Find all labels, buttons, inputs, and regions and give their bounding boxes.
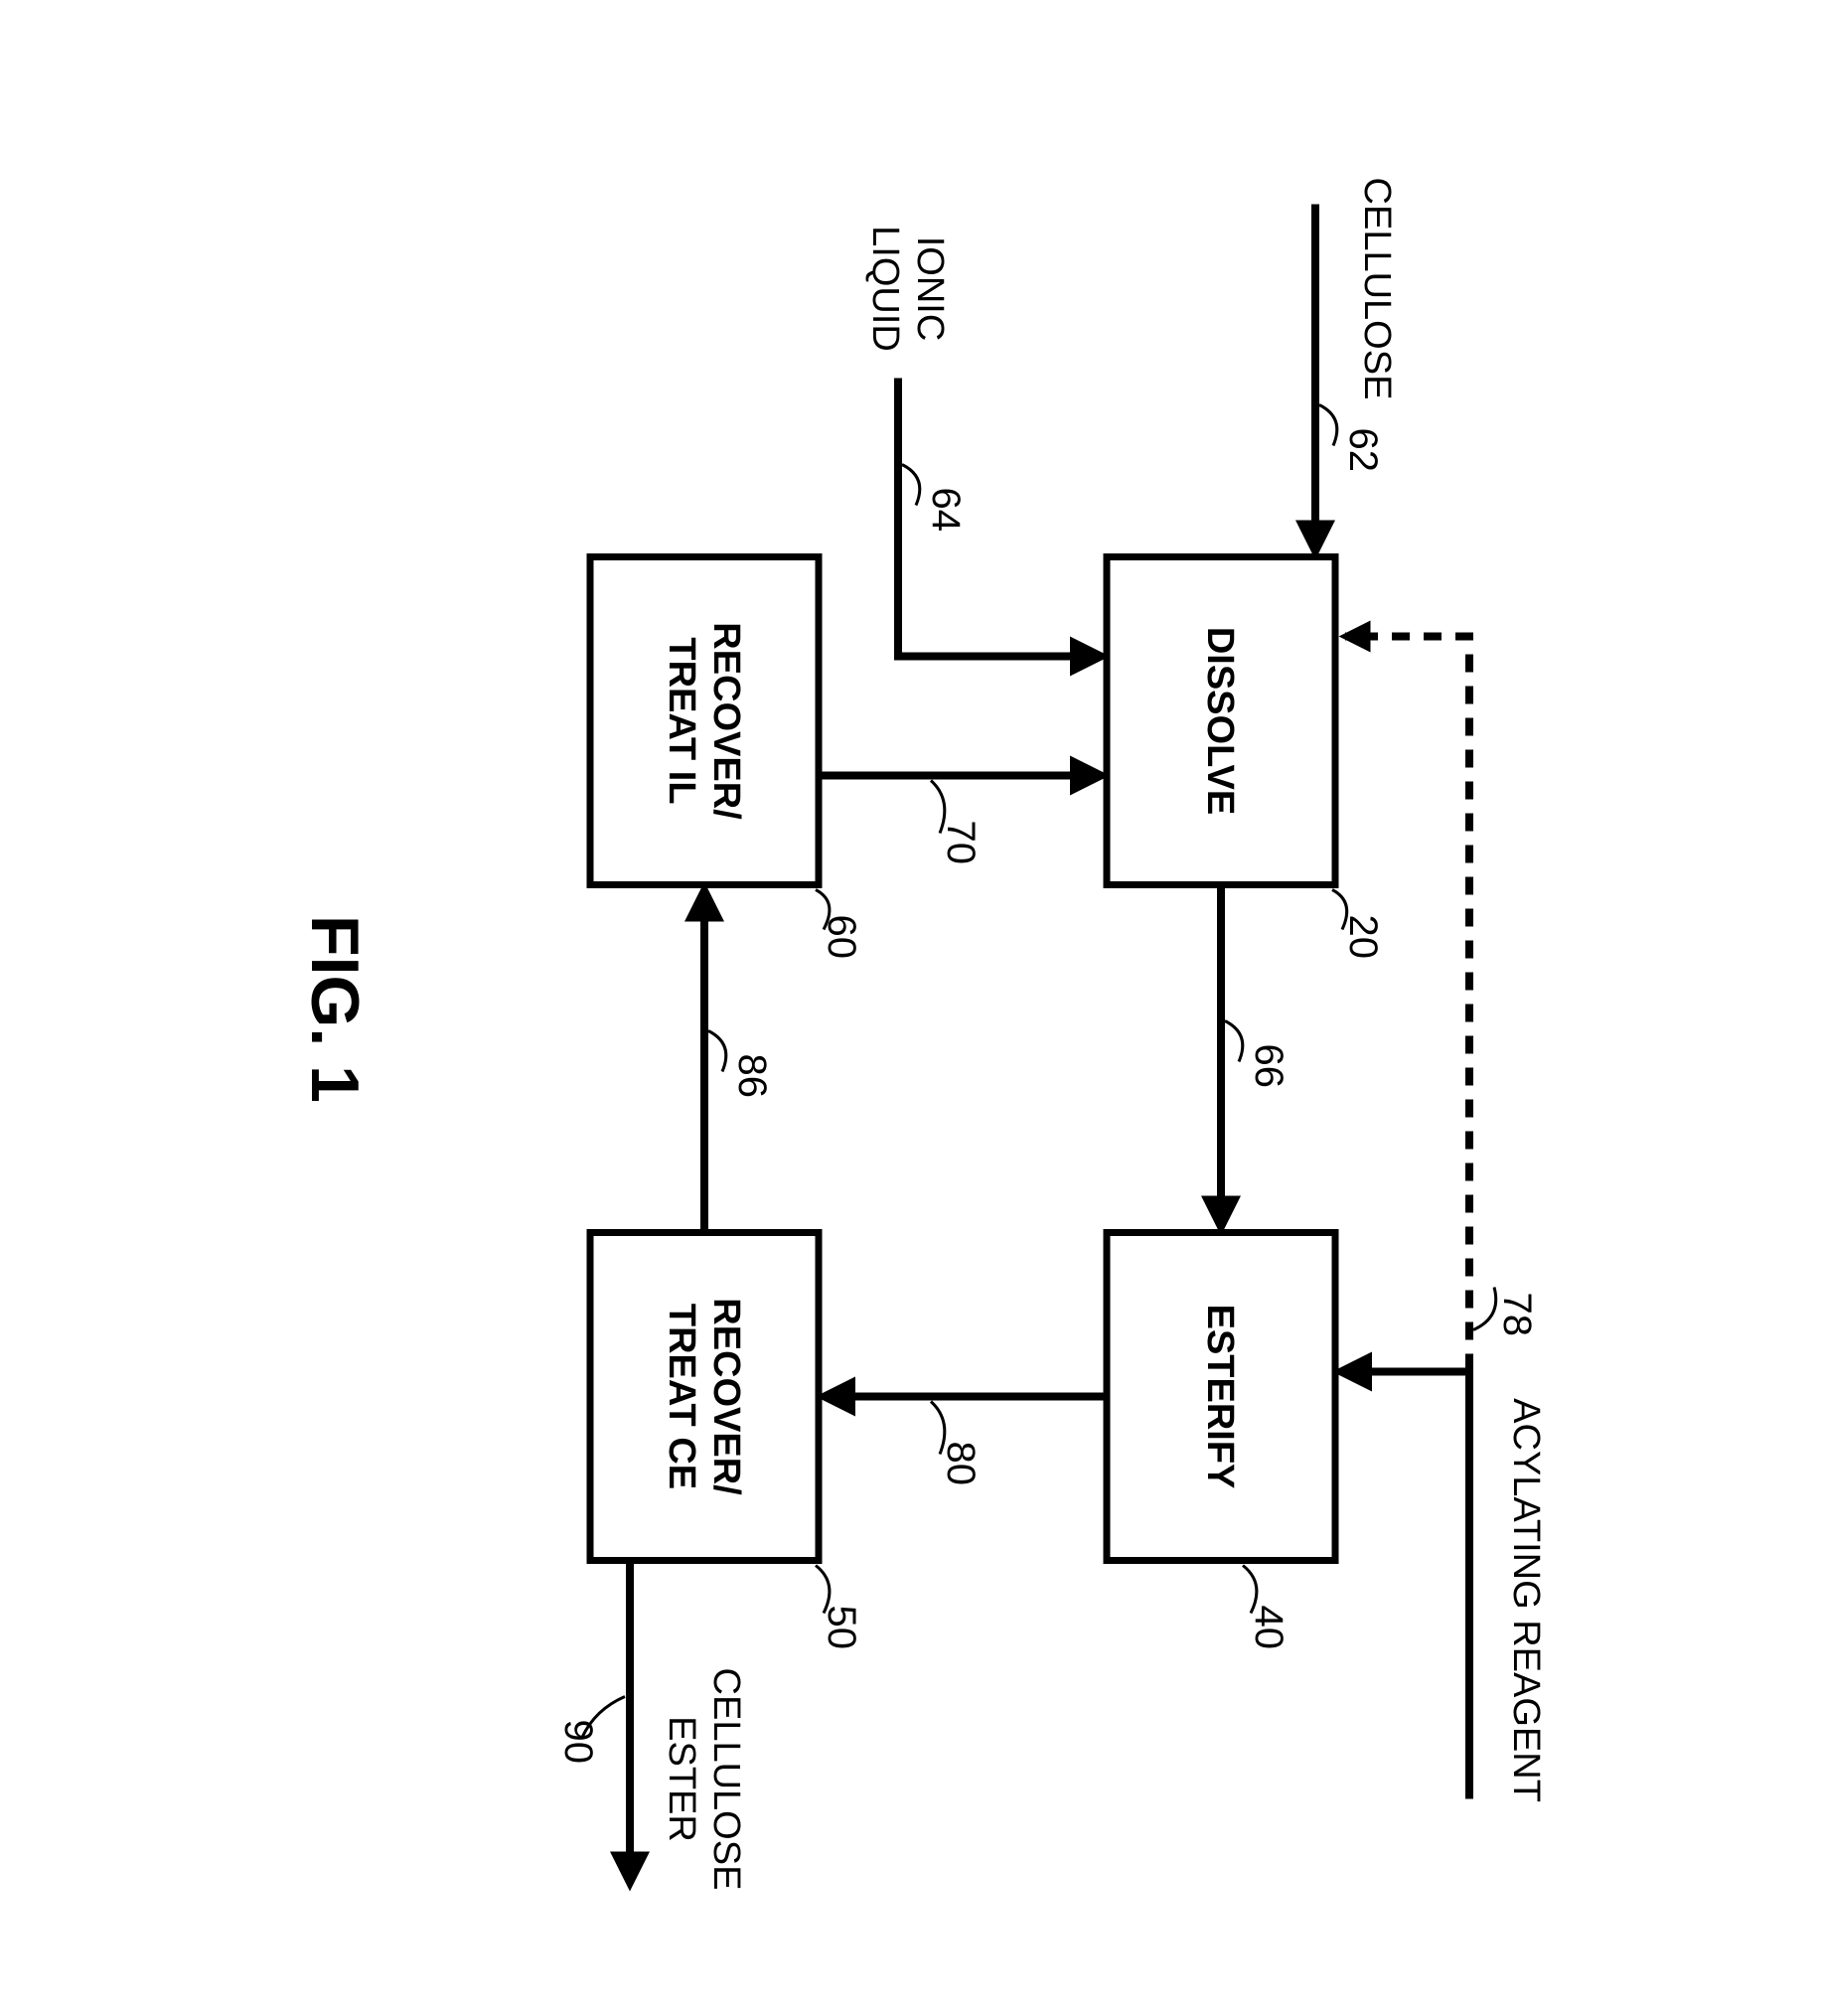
- stream-90: 90: [556, 1719, 600, 1764]
- stream-70-lead: [931, 780, 945, 833]
- dissolve-ref: 20: [1341, 914, 1385, 959]
- stream-78: 78: [1495, 1292, 1539, 1336]
- cellulose-ester-label-1: CELLULOSE: [705, 1667, 747, 1890]
- dissolve-label: DISSOLVE: [1199, 626, 1241, 814]
- stream-62: 62: [1341, 427, 1385, 472]
- acylating-arrow-solid: [1340, 1371, 1469, 1798]
- acylating-reagent-label: ACYLATING REAGENT: [1505, 1398, 1547, 1802]
- recover-ce-label-2: TREAT CE: [661, 1303, 702, 1488]
- esterify-label: ESTERIFY: [1199, 1304, 1241, 1488]
- flow-diagram: CELLULOSE IONIC LIQUID ACYLATING REAGENT…: [0, 0, 1822, 2016]
- acylating-arrow-dashed: [1345, 636, 1469, 1371]
- esterify-ref: 40: [1247, 1605, 1291, 1649]
- stream-66-lead: [1225, 1020, 1243, 1061]
- recover-il-label-2: TREAT IL: [661, 637, 702, 804]
- cellulose-input-label: CELLULOSE: [1356, 177, 1398, 399]
- stream-62-lead: [1319, 404, 1337, 445]
- stream-86: 86: [730, 1053, 774, 1098]
- recover-il-label-1: RECOVER/: [705, 622, 747, 820]
- cellulose-ester-label-2: ESTER: [661, 1716, 702, 1842]
- recover-ce-label-1: RECOVER/: [705, 1298, 747, 1495]
- stream-64-lead: [902, 464, 920, 505]
- recover-ce-ref: 50: [820, 1605, 863, 1649]
- dissolve-ref-lead: [1332, 889, 1347, 929]
- stream-66: 66: [1247, 1043, 1291, 1088]
- figure-label: FIG. 1: [297, 915, 373, 1103]
- stream-80-lead: [931, 1401, 945, 1454]
- stream-78-lead: [1473, 1287, 1496, 1329]
- ionic-liquid-label-2: LIQUID: [864, 226, 906, 352]
- stream-70: 70: [939, 820, 983, 864]
- stream-86-lead: [708, 1030, 726, 1071]
- stream-80: 80: [939, 1441, 983, 1485]
- stream-64: 64: [924, 487, 968, 532]
- ionic-liquid-label-1: IONIC: [909, 235, 951, 341]
